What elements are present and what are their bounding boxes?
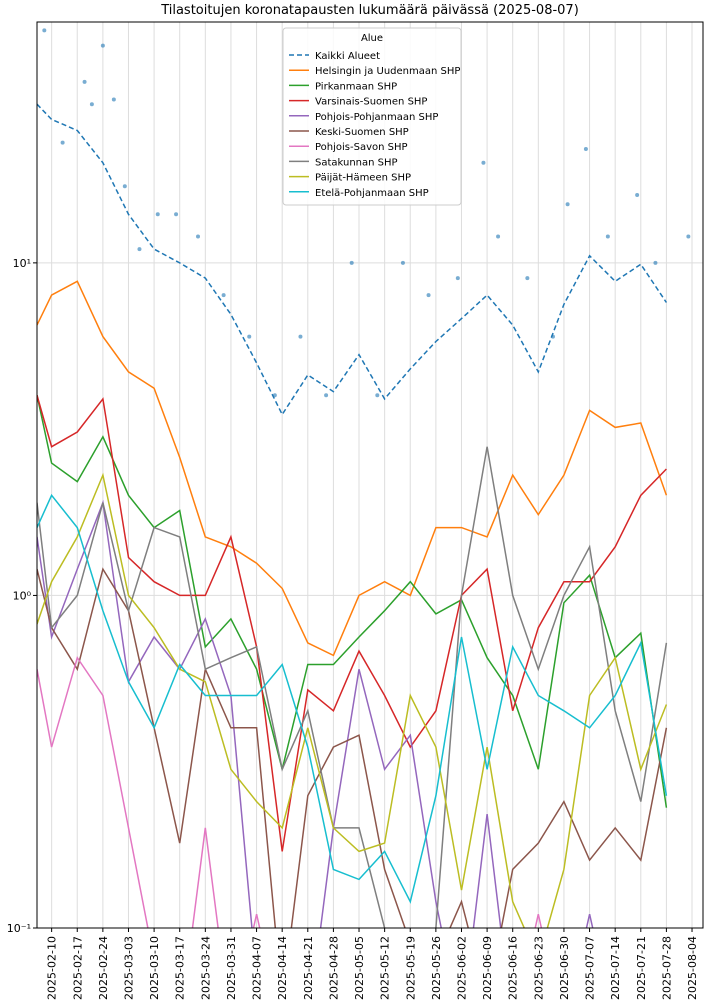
x-tick-label: 2025-06-02 — [455, 936, 468, 1000]
legend-label: Helsingin ja Uudenmaan SHP — [315, 66, 460, 77]
scatter-point — [400, 260, 405, 265]
x-tick-label: 2025-05-26 — [430, 936, 443, 1000]
series-line — [37, 472, 668, 928]
x-tick-label: 2025-05-05 — [353, 936, 366, 1000]
y-tick-label: 10¹ — [13, 257, 31, 270]
legend-label: Pohjois-Savon SHP — [315, 142, 408, 153]
scatter-point — [349, 260, 354, 265]
legend-label: Varsinais-Suomen SHP — [315, 97, 427, 108]
x-tick-label: 2025-02-24 — [97, 936, 110, 1000]
scatter-point — [100, 43, 105, 48]
series-line — [37, 394, 667, 852]
series-line — [37, 655, 591, 928]
legend-label: Etelä-Pohjanmaan SHP — [315, 188, 429, 199]
legend-label: Päijät-Hämeen SHP — [315, 173, 411, 184]
x-tick-label: 2025-03-31 — [225, 936, 238, 1000]
legend-label: Satakunnan SHP — [315, 157, 398, 168]
series-line — [37, 493, 668, 904]
series-line — [37, 103, 668, 417]
x-tick-label: 2025-06-23 — [532, 936, 545, 1000]
scatter-point — [247, 334, 252, 339]
y-tick-label: 10⁰ — [13, 589, 32, 602]
y-tick-label: 10⁻¹ — [7, 922, 31, 935]
scatter-point — [525, 276, 530, 281]
x-tick-label: 2025-07-07 — [584, 936, 597, 1000]
x-tick-label: 2025-04-28 — [327, 936, 340, 1000]
x-tick-label: 2025-03-10 — [148, 936, 161, 1000]
legend-label: Keski-Suomen SHP — [315, 127, 409, 138]
scatter-point — [375, 393, 380, 398]
scatter-point — [137, 247, 142, 252]
scatter-point — [426, 293, 431, 298]
scatter-point — [122, 184, 127, 189]
scatter-point — [111, 97, 116, 102]
scatter-point — [686, 234, 691, 239]
scatter-point — [605, 234, 610, 239]
series-line — [37, 567, 668, 928]
series-line — [37, 395, 668, 808]
scatter-point — [481, 160, 486, 165]
x-tick-label: 2025-02-10 — [46, 936, 59, 1000]
scatter-point — [42, 28, 47, 33]
x-tick-label: 2025-07-14 — [609, 936, 622, 1000]
scatter-point — [298, 334, 303, 339]
x-tick-label: 2025-06-30 — [558, 936, 571, 1000]
x-tick-label: 2025-06-16 — [507, 936, 520, 1000]
x-tick-label: 2025-02-17 — [71, 936, 84, 1000]
scatter-point — [196, 234, 201, 239]
x-tick-label: 2025-06-09 — [481, 936, 494, 1000]
scatter-point — [60, 140, 65, 145]
x-tick-label: 2025-04-21 — [302, 936, 315, 1000]
legend-label: Pohjois-Pohjanmaan SHP — [315, 112, 438, 123]
scatter-point — [82, 79, 87, 84]
scatter-point — [221, 293, 226, 298]
series-line — [37, 446, 668, 928]
x-tick-label: 2025-07-28 — [660, 936, 673, 1000]
plot-frame — [36, 21, 704, 929]
scatter-point — [455, 276, 460, 281]
scatter-point — [635, 192, 640, 197]
chart-title: Tilastoitujen koronatapausten lukumäärä … — [160, 3, 579, 18]
x-tick-label: 2025-03-03 — [122, 936, 135, 1000]
legend-label: Kaikki Alueet — [315, 51, 380, 62]
x-tick-label: 2025-07-21 — [635, 936, 648, 1000]
x-tick-label: 2025-04-07 — [251, 936, 264, 1000]
x-tick-label: 2025-05-12 — [379, 936, 392, 1000]
legend-label: Pirkanmaan SHP — [315, 81, 397, 92]
x-tick-label: 2025-03-24 — [199, 936, 212, 1000]
x-tick-label: 2025-05-19 — [404, 936, 417, 1000]
legend-box — [282, 27, 462, 206]
series-line — [37, 280, 668, 657]
scatter-point — [565, 202, 570, 207]
x-tick-label: 2025-04-14 — [276, 936, 289, 1000]
scatter-point — [583, 146, 588, 151]
x-tick-label: 2025-08-04 — [686, 936, 699, 1000]
scatter-point — [174, 212, 179, 217]
legend-title: Alue — [361, 33, 383, 44]
scatter-point — [89, 102, 94, 107]
series-line — [37, 499, 594, 928]
scatter-point — [496, 234, 501, 239]
x-tick-label: 2025-03-17 — [174, 936, 187, 1000]
scatter-point — [155, 212, 160, 217]
scatter-point — [653, 260, 658, 265]
scatter-point — [324, 393, 329, 398]
